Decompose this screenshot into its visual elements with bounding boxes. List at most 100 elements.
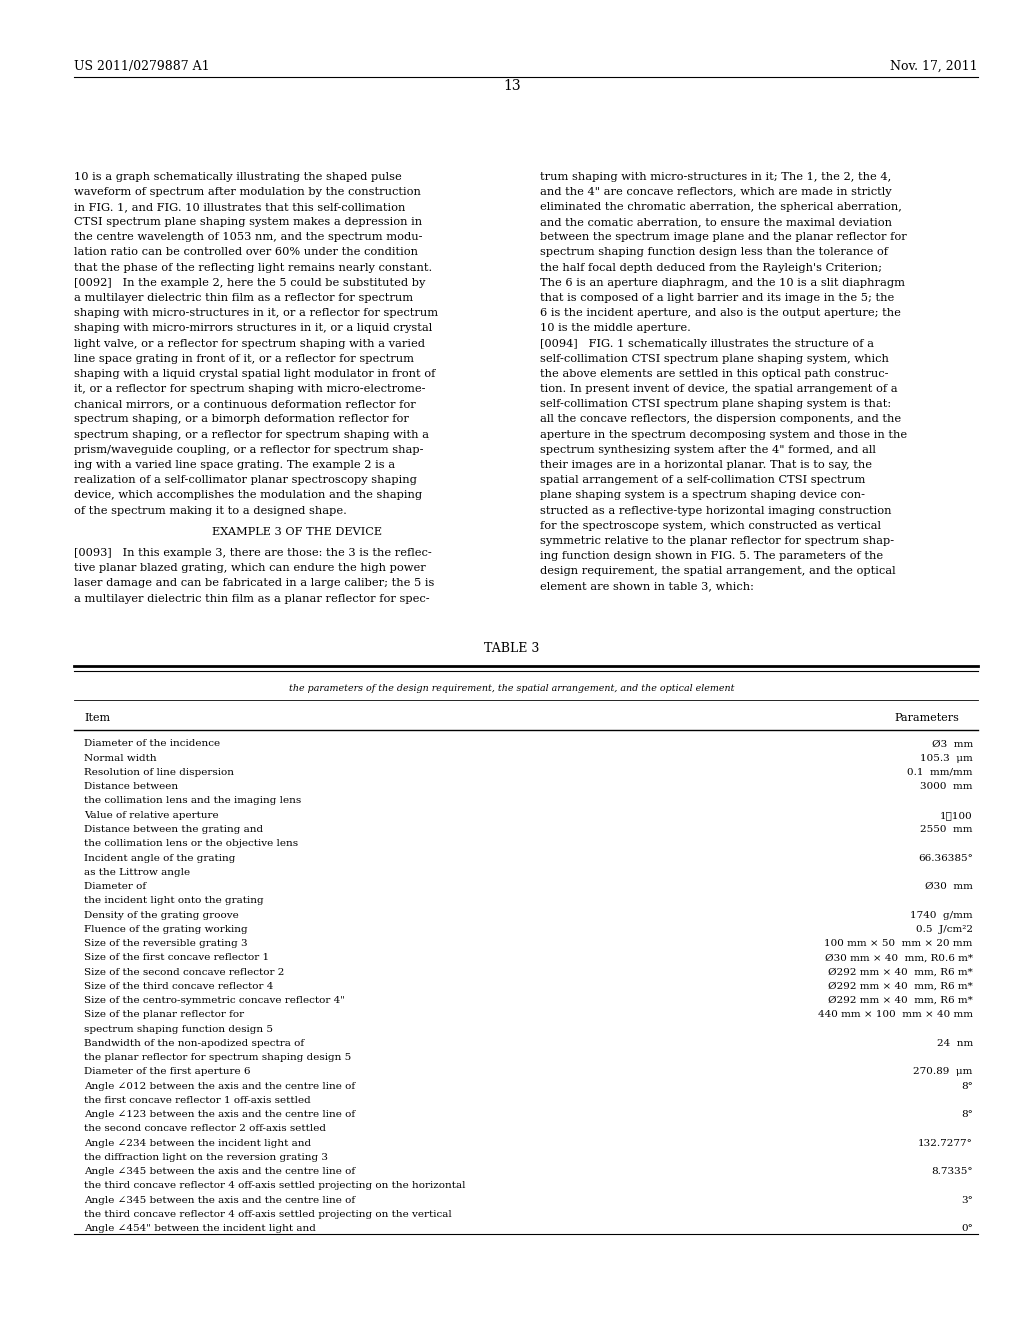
Text: TABLE 3: TABLE 3 [484,642,540,655]
Text: 8°: 8° [961,1110,973,1119]
Text: Angle ∠234 between the incident light and: Angle ∠234 between the incident light an… [84,1139,311,1147]
Text: the half focal depth deduced from the Rayleigh's Criterion;: the half focal depth deduced from the Ra… [540,263,882,273]
Text: Size of the reversible grating 3: Size of the reversible grating 3 [84,939,248,948]
Text: 6 is the incident aperture, and also is the output aperture; the: 6 is the incident aperture, and also is … [540,308,900,318]
Text: Angle ∠345 between the axis and the centre line of: Angle ∠345 between the axis and the cent… [84,1196,355,1205]
Text: Nov. 17, 2011: Nov. 17, 2011 [890,59,978,73]
Text: all the concave reflectors, the dispersion components, and the: all the concave reflectors, the dispersi… [540,414,901,425]
Text: 24  nm: 24 nm [937,1039,973,1048]
Text: the collimation lens or the objective lens: the collimation lens or the objective le… [84,840,298,849]
Text: Distance between: Distance between [84,783,178,791]
Text: Angle ∠345 between the axis and the centre line of: Angle ∠345 between the axis and the cent… [84,1167,355,1176]
Text: line space grating in front of it, or a reflector for spectrum: line space grating in front of it, or a … [74,354,414,364]
Text: 10 is a graph schematically illustrating the shaped pulse: 10 is a graph schematically illustrating… [74,172,401,182]
Text: 8.7335°: 8.7335° [931,1167,973,1176]
Text: the above elements are settled in this optical path construc-: the above elements are settled in this o… [540,368,888,379]
Text: design requirement, the spatial arrangement, and the optical: design requirement, the spatial arrangem… [540,566,895,577]
Text: Normal width: Normal width [84,754,157,763]
Text: 66.36385°: 66.36385° [918,854,973,862]
Text: Angle ∠012 between the axis and the centre line of: Angle ∠012 between the axis and the cent… [84,1081,355,1090]
Text: the parameters of the design requirement, the spatial arrangement, and the optic: the parameters of the design requirement… [289,684,735,693]
Text: their images are in a horizontal planar. That is to say, the: their images are in a horizontal planar.… [540,459,871,470]
Text: Bandwidth of the non-apodized spectra of: Bandwidth of the non-apodized spectra of [84,1039,304,1048]
Text: ing function design shown in FIG. 5. The parameters of the: ing function design shown in FIG. 5. The… [540,550,883,561]
Text: 2550  mm: 2550 mm [921,825,973,834]
Text: light valve, or a reflector for spectrum shaping with a varied: light valve, or a reflector for spectrum… [74,338,425,348]
Text: Ø292 mm × 40  mm, R6 m*: Ø292 mm × 40 mm, R6 m* [828,982,973,991]
Text: that is composed of a light barrier and its image in the 5; the: that is composed of a light barrier and … [540,293,894,304]
Text: the collimation lens and the imaging lens: the collimation lens and the imaging len… [84,796,301,805]
Text: 0.1  mm/mm: 0.1 mm/mm [907,768,973,777]
Text: spectrum synthesizing system after the 4" formed, and all: spectrum synthesizing system after the 4… [540,445,876,455]
Text: 3000  mm: 3000 mm [921,783,973,791]
Text: structed as a reflective-type horizontal imaging construction: structed as a reflective-type horizontal… [540,506,891,516]
Text: the diffraction light on the reversion grating 3: the diffraction light on the reversion g… [84,1152,328,1162]
Text: waveform of spectrum after modulation by the construction: waveform of spectrum after modulation by… [74,186,421,197]
Text: the third concave reflector 4 off-axis settled projecting on the horizontal: the third concave reflector 4 off-axis s… [84,1181,466,1191]
Text: spectrum shaping, or a reflector for spectrum shaping with a: spectrum shaping, or a reflector for spe… [74,429,429,440]
Text: CTSI spectrum plane shaping system makes a depression in: CTSI spectrum plane shaping system makes… [74,216,422,227]
Text: ing with a varied line space grating. The example 2 is a: ing with a varied line space grating. Th… [74,459,395,470]
Text: the incident light onto the grating: the incident light onto the grating [84,896,263,906]
Text: 0.5  J/cm²2: 0.5 J/cm²2 [915,925,973,933]
Text: Value of relative aperture: Value of relative aperture [84,810,218,820]
Text: that the phase of the reflecting light remains nearly constant.: that the phase of the reflecting light r… [74,263,432,273]
Text: symmetric relative to the planar reflector for spectrum shap-: symmetric relative to the planar reflect… [540,536,894,546]
Text: element are shown in table 3, which:: element are shown in table 3, which: [540,581,754,591]
Text: Distance between the grating and: Distance between the grating and [84,825,263,834]
Text: the first concave reflector 1 off-axis settled: the first concave reflector 1 off-axis s… [84,1096,310,1105]
Text: 10 is the middle aperture.: 10 is the middle aperture. [540,323,690,334]
Text: Diameter of the incidence: Diameter of the incidence [84,739,220,748]
Text: the planar reflector for spectrum shaping design 5: the planar reflector for spectrum shapin… [84,1053,351,1063]
Text: Ø292 mm × 40  mm, R6 m*: Ø292 mm × 40 mm, R6 m* [828,997,973,1005]
Text: Ø30 mm × 40  mm, R0.6 m*: Ø30 mm × 40 mm, R0.6 m* [824,953,973,962]
Text: 105.3  μm: 105.3 μm [920,754,973,763]
Text: chanical mirrors, or a continuous deformation reflector for: chanical mirrors, or a continuous deform… [74,399,416,409]
Text: EXAMPLE 3 OF THE DEVICE: EXAMPLE 3 OF THE DEVICE [212,527,382,537]
Text: Ø3  mm: Ø3 mm [932,739,973,748]
Text: laser damage and can be fabricated in a large caliber; the 5 is: laser damage and can be fabricated in a … [74,578,434,589]
Text: 440 mm × 100  mm × 40 mm: 440 mm × 100 mm × 40 mm [818,1010,973,1019]
Text: Size of the second concave reflector 2: Size of the second concave reflector 2 [84,968,285,977]
Text: a multilayer dielectric thin film as a planar reflector for spec-: a multilayer dielectric thin film as a p… [74,594,429,603]
Text: and the comatic aberration, to ensure the maximal deviation: and the comatic aberration, to ensure th… [540,216,892,227]
Text: realization of a self-collimator planar spectroscopy shaping: realization of a self-collimator planar … [74,475,417,486]
Text: Resolution of line dispersion: Resolution of line dispersion [84,768,233,777]
Text: 8°: 8° [961,1081,973,1090]
Text: Size of the third concave reflector 4: Size of the third concave reflector 4 [84,982,273,991]
Text: 1740  g/mm: 1740 g/mm [910,911,973,920]
Text: lation ratio can be controlled over 60% under the condition: lation ratio can be controlled over 60% … [74,247,418,257]
Text: Angle ∠454" between the incident light and: Angle ∠454" between the incident light a… [84,1224,315,1233]
Text: Incident angle of the grating: Incident angle of the grating [84,854,236,862]
Text: 3°: 3° [961,1196,973,1205]
Text: as the Littrow angle: as the Littrow angle [84,867,190,876]
Text: for the spectroscope system, which constructed as vertical: for the spectroscope system, which const… [540,520,881,531]
Text: spectrum shaping, or a bimorph deformation reflector for: spectrum shaping, or a bimorph deformati… [74,414,409,425]
Text: [0092]   In the example 2, here the 5 could be substituted by: [0092] In the example 2, here the 5 coul… [74,277,425,288]
Text: 132.7277°: 132.7277° [918,1139,973,1147]
Text: of the spectrum making it to a designed shape.: of the spectrum making it to a designed … [74,506,346,516]
Text: spatial arrangement of a self-collimation CTSI spectrum: spatial arrangement of a self-collimatio… [540,475,865,486]
Text: 270.89  μm: 270.89 μm [913,1068,973,1076]
Text: Size of the first concave reflector 1: Size of the first concave reflector 1 [84,953,269,962]
Text: Fluence of the grating working: Fluence of the grating working [84,925,248,933]
Text: 13: 13 [503,79,521,94]
Text: eliminated the chromatic aberration, the spherical aberration,: eliminated the chromatic aberration, the… [540,202,901,213]
Text: shaping with micro-structures in it, or a reflector for spectrum: shaping with micro-structures in it, or … [74,308,438,318]
Text: Size of the centro-symmetric concave reflector 4": Size of the centro-symmetric concave ref… [84,997,345,1005]
Text: Density of the grating groove: Density of the grating groove [84,911,239,920]
Text: trum shaping with micro-structures in it; The 1, the 2, the 4,: trum shaping with micro-structures in it… [540,172,891,182]
Text: Diameter of: Diameter of [84,882,146,891]
Text: between the spectrum image plane and the planar reflector for: between the spectrum image plane and the… [540,232,906,243]
Text: Angle ∠123 between the axis and the centre line of: Angle ∠123 between the axis and the cent… [84,1110,355,1119]
Text: it, or a reflector for spectrum shaping with micro-electrome-: it, or a reflector for spectrum shaping … [74,384,425,395]
Text: Parameters: Parameters [894,713,959,723]
Text: spectrum shaping function design 5: spectrum shaping function design 5 [84,1024,273,1034]
Text: Size of the planar reflector for: Size of the planar reflector for [84,1010,244,1019]
Text: Diameter of the first aperture 6: Diameter of the first aperture 6 [84,1068,251,1076]
Text: The 6 is an aperture diaphragm, and the 10 is a slit diaphragm: The 6 is an aperture diaphragm, and the … [540,277,904,288]
Text: device, which accomplishes the modulation and the shaping: device, which accomplishes the modulatio… [74,490,422,500]
Text: prism/waveguide coupling, or a reflector for spectrum shap-: prism/waveguide coupling, or a reflector… [74,445,423,455]
Text: Item: Item [84,713,111,723]
Text: aperture in the spectrum decomposing system and those in the: aperture in the spectrum decomposing sys… [540,429,907,440]
